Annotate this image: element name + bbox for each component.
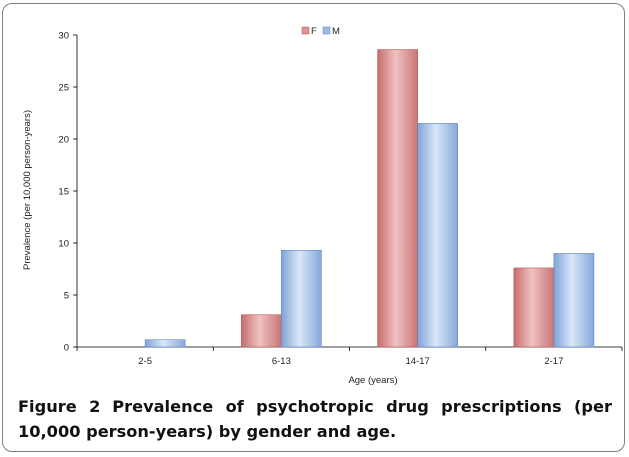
figure-caption: Figure 2 Prevalence of psychotropic drug…	[18, 394, 612, 444]
x-tick-label: 2-17	[544, 356, 563, 367]
x-tick-label: 6-13	[272, 356, 291, 367]
y-axis-title: Prevalence (per 10,000 person-years)	[22, 110, 33, 270]
bar-chart: 0 5 10 15 20 25 30 2-5 6-13 14-17 2-17 Age (years)…	[22, 26, 623, 386]
bar-f-6-13	[241, 314, 282, 348]
y-tick-label: 30	[58, 31, 69, 42]
y-tick-label: 20	[58, 135, 69, 146]
bar-f-14-17	[377, 49, 418, 348]
axis-labels: Age (years) Prevalence (per 10,000 perso…	[22, 110, 398, 386]
y-tick-label: 5	[64, 291, 69, 302]
bar-m-2-17	[553, 253, 595, 348]
y-tick-label: 25	[58, 83, 69, 94]
bar-m-2-5	[144, 339, 186, 348]
legend-label-m: M	[332, 26, 340, 37]
x-tick-label: 14-17	[405, 356, 429, 367]
legend-label-f: F	[311, 26, 317, 37]
bars	[144, 49, 595, 348]
x-tick-label: 2-5	[138, 356, 152, 367]
figure-caption-text: Prevalence of psychotropic drug prescrip…	[18, 397, 612, 441]
bar-m-14-17	[417, 123, 458, 348]
y-tick-label: 15	[58, 187, 69, 198]
figure-frame	[2, 3, 625, 452]
bar-m-6-13	[281, 249, 322, 348]
y-tick-label: 0	[64, 343, 69, 354]
bar-f-2-17	[513, 267, 555, 348]
y-tick-label: 10	[58, 239, 69, 250]
x-axis-title: Age (years)	[348, 375, 397, 386]
legend-swatch-m	[322, 26, 331, 35]
legend-swatch-f	[301, 26, 310, 35]
figure-label: Figure 2	[18, 397, 101, 416]
